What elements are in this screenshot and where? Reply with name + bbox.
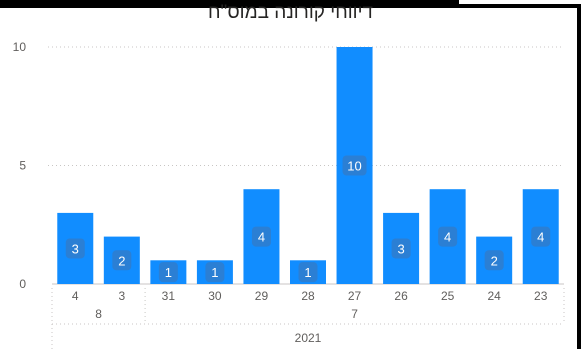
x-tick-label-4: 4 <box>72 289 79 303</box>
x-tick-label-26: 26 <box>394 289 408 303</box>
data-label-bg-24 <box>484 250 504 271</box>
x-tick-label-29: 29 <box>255 289 269 303</box>
data-label-28: 1 <box>304 265 311 280</box>
month-label-7: 7 <box>351 307 358 321</box>
chart-title: דיווחי קורונה במוס"ח <box>207 2 374 23</box>
x-tick-label-23: 23 <box>534 289 548 303</box>
y-tick-label-0: 0 <box>19 277 26 291</box>
data-label-bg-30 <box>205 262 225 283</box>
data-label-24: 2 <box>491 253 498 268</box>
x-tick-label-24: 24 <box>488 289 502 303</box>
data-label-bg-28 <box>298 262 318 283</box>
data-label-bg-29 <box>251 226 271 247</box>
data-label-bg-4 <box>65 238 85 259</box>
x-tick-label-30: 30 <box>208 289 222 303</box>
data-label-4: 3 <box>72 241 79 256</box>
x-tick-label-25: 25 <box>441 289 455 303</box>
data-label-27: 10 <box>347 159 361 174</box>
chart-panel <box>0 8 577 349</box>
month-label-8: 8 <box>95 307 102 321</box>
data-label-23: 4 <box>537 230 544 245</box>
x-tick-label-27: 27 <box>348 289 362 303</box>
data-label-31: 1 <box>165 265 172 280</box>
y-tick-label-10: 10 <box>13 40 27 54</box>
data-label-bg-27 <box>342 155 367 176</box>
x-tick-label-31: 31 <box>162 289 176 303</box>
top-strip <box>459 0 581 4</box>
data-label-bg-3 <box>112 250 132 271</box>
x-tick-label-28: 28 <box>301 289 315 303</box>
data-label-29: 4 <box>258 230 265 245</box>
data-label-bg-25 <box>438 226 458 247</box>
year-label-2021: 2021 <box>295 331 322 345</box>
x-tick-label-3: 3 <box>118 289 125 303</box>
data-label-bg-26 <box>391 238 411 259</box>
y-tick-label-5: 5 <box>19 159 26 173</box>
data-label-30: 1 <box>211 265 218 280</box>
data-label-bg-31 <box>158 262 178 283</box>
data-label-bg-23 <box>531 226 551 247</box>
data-label-25: 4 <box>444 230 451 245</box>
data-label-26: 3 <box>397 241 404 256</box>
data-label-3: 2 <box>118 253 125 268</box>
